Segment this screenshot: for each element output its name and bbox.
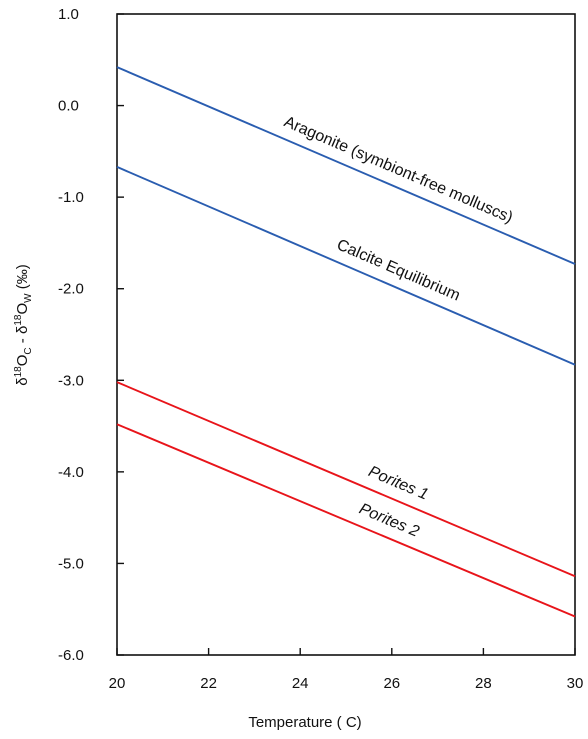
y-axis-title-sub-1: C [23,347,34,354]
y-tick-label: -1.0 [58,189,84,206]
y-axis-title-sub-2: W [23,293,34,303]
series-line [116,66,576,265]
y-axis-title-delta-2: δ [14,326,31,334]
x-tick-label: 28 [475,675,492,692]
y-axis-title-o-1: O [14,355,31,367]
series-label: Porites 1 [366,463,431,503]
series-line [116,166,576,366]
y-axis-title-o-2: O [14,303,31,315]
y-tick-label: 1.0 [58,6,79,23]
series-label: Aragonite (symbiont-free molluscs) [281,113,515,226]
y-axis-title-delta-1: δ [14,377,31,385]
x-tick-label: 20 [109,675,126,692]
x-axis-title: Temperature ( C) [248,714,361,731]
series-lines [116,66,576,618]
x-tick-label: 30 [567,675,584,692]
y-axis-title: δ18OC - δ18OW (‰) [13,264,34,386]
y-tick-label: -2.0 [58,281,84,298]
series-line [116,381,576,578]
x-tick-label: 24 [292,675,309,692]
x-axis-ticks: 20 22 24 26 28 30 [109,648,584,692]
y-axis-ticks: 1.0 0.0 -1.0 -2.0 -3.0 -4.0 -5.0 -6.0 [58,6,124,664]
y-tick-label: -5.0 [58,555,84,572]
x-tick-label: 26 [383,675,400,692]
y-tick-label: 0.0 [58,98,79,115]
y-tick-label: -4.0 [58,464,84,481]
series-line [116,423,576,618]
y-tick-label: -3.0 [58,372,84,389]
series-labels: Aragonite (symbiont-free molluscs) Calcit… [281,113,515,540]
plot-area-frame [116,13,576,656]
y-axis-title-units: (‰) [14,264,31,293]
series-label: Calcite Equilibrium [334,236,462,304]
x-tick-label: 22 [200,675,217,692]
y-axis-title-sup-2: 18 [13,314,24,326]
y-axis-title-dash: - [14,334,31,347]
y-axis-title-sup-1: 18 [13,366,24,378]
y-tick-label: -6.0 [58,647,84,664]
